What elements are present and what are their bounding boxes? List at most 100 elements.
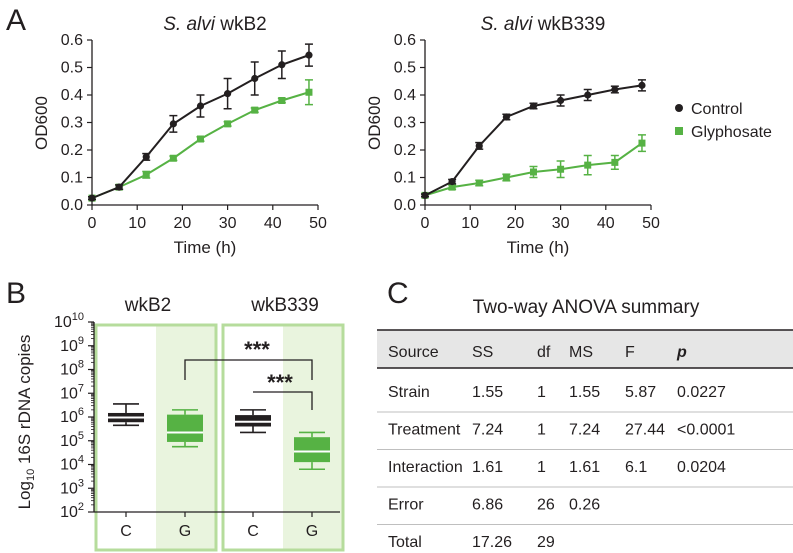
table-header-cell: SS bbox=[472, 344, 493, 361]
panel-letter-c: C bbox=[387, 277, 409, 310]
y-tick-label: 0.4 bbox=[61, 87, 83, 104]
y-tick-label: 103 bbox=[60, 477, 84, 497]
x-tick-label: G bbox=[179, 523, 191, 540]
table-cell: 1 bbox=[537, 422, 546, 439]
x-axis-label: Time (h) bbox=[507, 238, 570, 257]
data-point-control bbox=[502, 113, 510, 121]
data-point-glyphosate bbox=[529, 168, 537, 176]
group-label-wkb2: wkB2 bbox=[124, 295, 171, 316]
panel-letter-b: B bbox=[6, 277, 26, 310]
table-cell: 0.0227 bbox=[677, 384, 726, 401]
data-point-control bbox=[557, 96, 565, 105]
data-point-glyphosate bbox=[502, 174, 510, 181]
y-tick-label: 0.5 bbox=[394, 60, 416, 77]
legend-marker-glyphosate bbox=[675, 127, 683, 135]
data-point-control bbox=[305, 51, 313, 59]
table-cell: <0.0001 bbox=[677, 422, 735, 439]
data-point-control bbox=[475, 142, 483, 150]
table-cell: Interaction bbox=[388, 459, 463, 476]
table-header-background bbox=[377, 330, 793, 368]
table-cell: 7.24 bbox=[569, 422, 600, 439]
series-line-control bbox=[424, 84, 643, 197]
x-tick-label: 10 bbox=[128, 215, 146, 232]
table-cell: 1.61 bbox=[569, 459, 600, 476]
y-tick-label: 108 bbox=[60, 359, 84, 379]
growth-chart-wkb339: S. alvi wkB339 OD600 Time (h) 0.0 0.1 0.2 0… bbox=[365, 14, 660, 257]
table-header-cell: df bbox=[537, 344, 551, 361]
data-point-glyphosate bbox=[475, 179, 483, 187]
x-tick-label: C bbox=[247, 523, 259, 540]
table-header-cell: Source bbox=[388, 344, 439, 361]
panel-letter-a: A bbox=[6, 4, 26, 37]
table-cell: 0.0204 bbox=[677, 459, 726, 476]
y-tick-label: 0.2 bbox=[394, 142, 416, 159]
series-line-control bbox=[91, 54, 310, 200]
significance-stars: *** bbox=[244, 337, 270, 362]
data-point-glyphosate bbox=[196, 135, 204, 143]
y-tick-label: 0.6 bbox=[61, 32, 83, 49]
data-point-control bbox=[251, 74, 259, 83]
table-cell: 29 bbox=[537, 534, 555, 551]
x-tick-label: 50 bbox=[309, 215, 327, 232]
y-axis-label: Log10 16S rDNA copies bbox=[15, 335, 37, 510]
chart-title-species: S. alvi bbox=[481, 14, 534, 35]
data-point-control bbox=[169, 120, 177, 128]
data-point-glyphosate bbox=[638, 139, 646, 147]
y-tick-label: 109 bbox=[60, 335, 84, 355]
data-point-glyphosate bbox=[169, 154, 177, 162]
x-axis-label: Time (h) bbox=[174, 238, 237, 257]
table-cell: 5.87 bbox=[625, 384, 656, 401]
table-header-cell: p bbox=[676, 344, 687, 361]
data-point-control bbox=[142, 153, 150, 161]
table-cell: Error bbox=[388, 497, 424, 514]
x-tick-label: 40 bbox=[597, 215, 615, 232]
table-cell: 7.24 bbox=[472, 422, 503, 439]
y-tick-label: 104 bbox=[60, 454, 84, 474]
y-tick-label: 0.3 bbox=[394, 115, 416, 132]
growth-chart-wkb2: S. alvi wkB2 OD600 Time (h) 0.0 0.1 0.2 0.3… bbox=[32, 14, 327, 257]
table-cell: 26 bbox=[537, 497, 555, 514]
x-tick-label: 40 bbox=[264, 215, 282, 232]
significance-bracket bbox=[253, 391, 313, 410]
x-tick-label: 10 bbox=[461, 215, 479, 232]
chart-title-wkb339: S. alvi wkB339 bbox=[481, 14, 606, 35]
y-tick-label: 107 bbox=[60, 382, 84, 402]
y-tick-label: 0.1 bbox=[61, 170, 83, 187]
chart-title-species: S. alvi bbox=[163, 14, 216, 35]
significance-stars: *** bbox=[267, 370, 293, 395]
data-point-glyphosate bbox=[305, 88, 313, 96]
data-point-control bbox=[224, 90, 232, 98]
data-point-control bbox=[611, 85, 619, 94]
y-tick-label: 106 bbox=[60, 406, 84, 426]
table-cell: 1 bbox=[537, 384, 546, 401]
data-point-control bbox=[448, 178, 456, 186]
table-cell: 1 bbox=[537, 459, 546, 476]
group-border bbox=[94, 323, 218, 552]
y-tick-label: 0.5 bbox=[61, 60, 83, 77]
table-cell: 17.26 bbox=[472, 534, 512, 551]
data-point-control bbox=[529, 102, 538, 110]
y-tick-label: 0.3 bbox=[61, 115, 83, 132]
y-tick-label: 0.6 bbox=[394, 32, 416, 49]
chart-title-strain: wkB2 bbox=[219, 14, 266, 35]
legend: Control Glyphosate bbox=[675, 101, 772, 141]
x-tick-label: 30 bbox=[219, 215, 237, 232]
table-cell: 27.44 bbox=[625, 422, 665, 439]
y-tick-label: 0.0 bbox=[394, 197, 416, 214]
box-wkb2-g bbox=[167, 414, 203, 442]
y-tick-label: 1010 bbox=[54, 311, 84, 331]
group-label-wkb339: wkB339 bbox=[250, 295, 319, 316]
x-tick-label: C bbox=[120, 523, 132, 540]
y-axis-label: OD600 bbox=[365, 96, 384, 150]
table-header-cell: F bbox=[625, 344, 635, 361]
data-point-control bbox=[638, 81, 646, 89]
data-point-glyphosate bbox=[448, 183, 456, 191]
group-border bbox=[221, 323, 345, 552]
x-tick-label: 20 bbox=[174, 215, 192, 232]
significance-bracket bbox=[184, 359, 313, 380]
box-wkb339-g bbox=[294, 437, 330, 463]
data-point-glyphosate bbox=[557, 165, 565, 173]
y-tick-label: 0.4 bbox=[394, 87, 416, 104]
table-cell: 0.26 bbox=[569, 497, 600, 514]
data-point-glyphosate bbox=[278, 97, 286, 104]
